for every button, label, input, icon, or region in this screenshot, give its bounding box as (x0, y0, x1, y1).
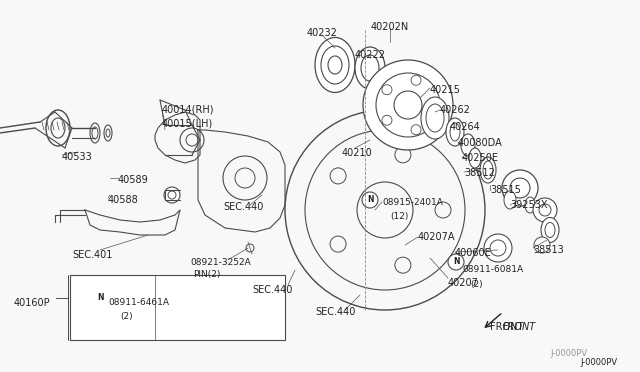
Ellipse shape (355, 47, 385, 89)
Circle shape (534, 237, 550, 253)
Ellipse shape (315, 38, 355, 93)
Ellipse shape (504, 191, 516, 209)
Text: 39253X: 39253X (510, 200, 547, 210)
Text: 40014(RH): 40014(RH) (162, 105, 214, 115)
Text: 08921-3252A: 08921-3252A (190, 258, 251, 267)
Text: 40060E: 40060E (455, 248, 492, 258)
Ellipse shape (446, 118, 464, 146)
Text: 40588: 40588 (108, 195, 139, 205)
Text: 40250E: 40250E (462, 153, 499, 163)
Text: N: N (367, 196, 373, 205)
Circle shape (92, 290, 108, 306)
Text: 40207A: 40207A (418, 232, 456, 242)
Text: 40262: 40262 (440, 105, 471, 115)
Text: 40080DA: 40080DA (458, 138, 503, 148)
Text: 40215: 40215 (430, 85, 461, 95)
Ellipse shape (480, 157, 496, 183)
Circle shape (164, 187, 180, 203)
Text: J-0000PV: J-0000PV (580, 358, 617, 367)
Circle shape (448, 254, 464, 270)
Ellipse shape (525, 197, 535, 213)
Circle shape (362, 192, 378, 208)
Text: SEC.401: SEC.401 (72, 250, 113, 260)
Text: SEC.440: SEC.440 (315, 307, 355, 317)
Ellipse shape (469, 148, 481, 168)
Text: 08911-6461A: 08911-6461A (108, 298, 169, 307)
Ellipse shape (541, 218, 559, 243)
Text: FRONT: FRONT (490, 322, 524, 332)
Text: 38513: 38513 (533, 245, 564, 255)
Text: 40222: 40222 (355, 50, 385, 60)
Text: 40210: 40210 (342, 148, 372, 158)
Text: 40264: 40264 (450, 122, 481, 132)
Text: 40160P: 40160P (14, 298, 51, 308)
Text: 40533: 40533 (62, 152, 93, 162)
Text: N: N (452, 257, 460, 266)
Ellipse shape (461, 134, 475, 156)
Text: SEC.440: SEC.440 (252, 285, 292, 295)
Bar (70, 275, 285, 340)
Text: 38515: 38515 (490, 185, 521, 195)
Text: 40202N: 40202N (371, 22, 409, 32)
Text: 08911-6081A: 08911-6081A (462, 265, 523, 274)
Text: 40589: 40589 (118, 175, 148, 185)
Text: 40207: 40207 (448, 278, 479, 288)
Text: (12): (12) (390, 212, 408, 221)
Text: 08915-2401A: 08915-2401A (382, 198, 443, 207)
Text: (2): (2) (120, 312, 132, 321)
Text: 40232: 40232 (307, 28, 337, 38)
Text: FRONT: FRONT (503, 322, 536, 332)
Circle shape (363, 60, 453, 150)
Text: PIN(2): PIN(2) (193, 270, 220, 279)
Circle shape (484, 234, 512, 262)
Circle shape (502, 170, 538, 206)
Text: N: N (97, 294, 103, 302)
Ellipse shape (421, 97, 449, 139)
Circle shape (533, 198, 557, 222)
Text: 40015(LH): 40015(LH) (162, 118, 213, 128)
Text: SEC.440: SEC.440 (223, 202, 264, 212)
Text: J-0000PV: J-0000PV (551, 349, 588, 358)
Text: 38512: 38512 (464, 168, 495, 178)
Text: (2): (2) (470, 280, 483, 289)
